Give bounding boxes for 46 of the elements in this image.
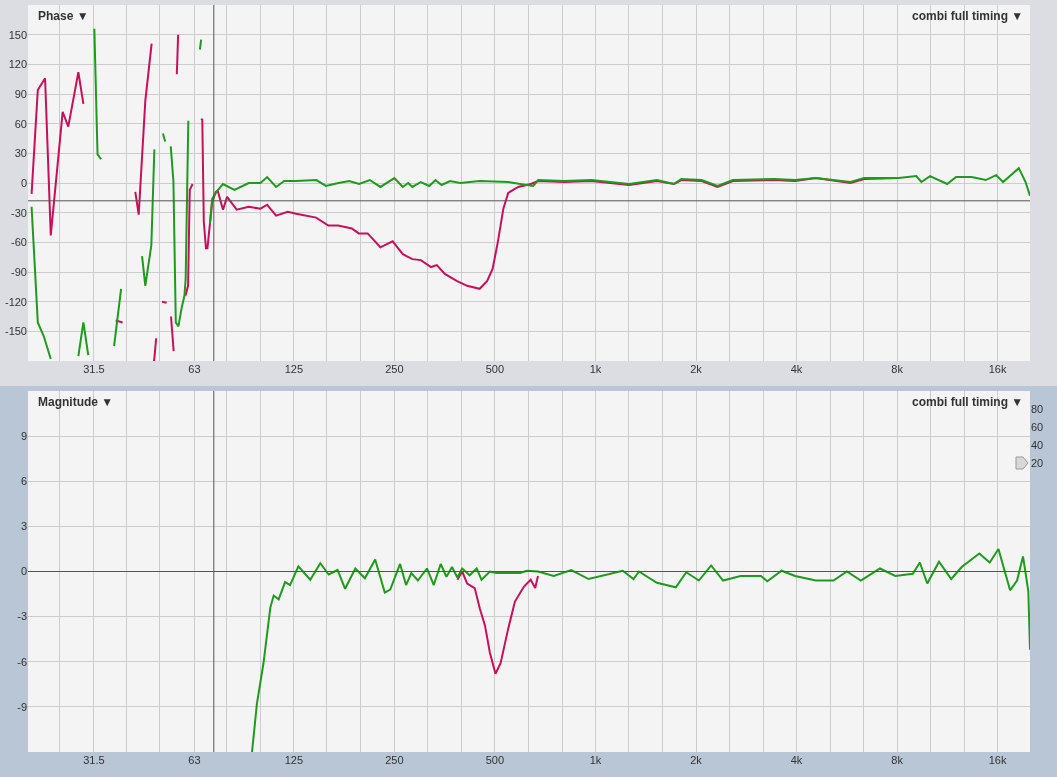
x-tick-label: 125 (284, 363, 303, 375)
y-tick-label: 9 (20, 429, 27, 442)
y-tick-label: -30 (11, 206, 27, 219)
x-tick-label: 2k (690, 363, 703, 375)
x-tick-label: 16k (988, 754, 1007, 766)
y-tick-label: 150 (8, 28, 27, 41)
x-tick-label: 4k (790, 363, 803, 375)
y-tick-label: -120 (4, 295, 27, 308)
x-tick-label: 125 (284, 754, 303, 766)
y-tick-label: -90 (11, 265, 27, 278)
y2-tick-label: 20 (1031, 457, 1044, 470)
x-tick-label: 4k (790, 754, 803, 766)
x-tick-label: 500 (485, 363, 505, 375)
x-tick-label: 63 (188, 363, 201, 375)
chart-subtitle: combi full timing ▼ (912, 395, 1024, 409)
y-tick-label: 90 (14, 87, 27, 100)
y-tick-label: -9 (17, 700, 27, 713)
x-tick-label: 250 (385, 363, 404, 375)
x-tick-label: 31.5 (83, 363, 105, 375)
chart-subtitle: combi full timing ▼ (912, 9, 1024, 23)
x-tick-label: 1k (589, 363, 602, 375)
y2-tick-label: 60 (1031, 420, 1044, 433)
x-tick-label: 1k (589, 754, 602, 766)
x-tick-label: 8k (891, 754, 904, 766)
y-tick-label: 30 (14, 147, 27, 160)
y-tick-label: 60 (14, 117, 27, 130)
x-tick-label: 8k (891, 363, 904, 375)
y-tick-label: 120 (8, 58, 27, 71)
x-tick-label: 500 (485, 754, 505, 766)
x-tick-label: 2k (690, 754, 703, 766)
y-tick-label: 0 (20, 565, 27, 578)
y2-tick-label: 40 (1031, 439, 1044, 451)
x-tick-label: 250 (385, 754, 404, 766)
y-tick-label: -150 (4, 325, 27, 338)
y-tick-label: -60 (11, 236, 27, 249)
x-tick-label: 31.5 (83, 754, 105, 766)
y-tick-label: 3 (20, 520, 27, 533)
y-tick-label: 0 (20, 176, 27, 189)
y2-tick-label: 80 (1031, 402, 1044, 415)
x-tick-label: 63 (188, 754, 201, 766)
chart-title: Phase ▼ (38, 9, 89, 24)
y-tick-label: 6 (20, 475, 27, 488)
x-tick-label: 16k (988, 363, 1007, 375)
y-tick-label: -3 (17, 610, 27, 623)
chart-title: Magnitude ▼ (38, 395, 114, 410)
y-tick-label: -6 (17, 655, 27, 668)
